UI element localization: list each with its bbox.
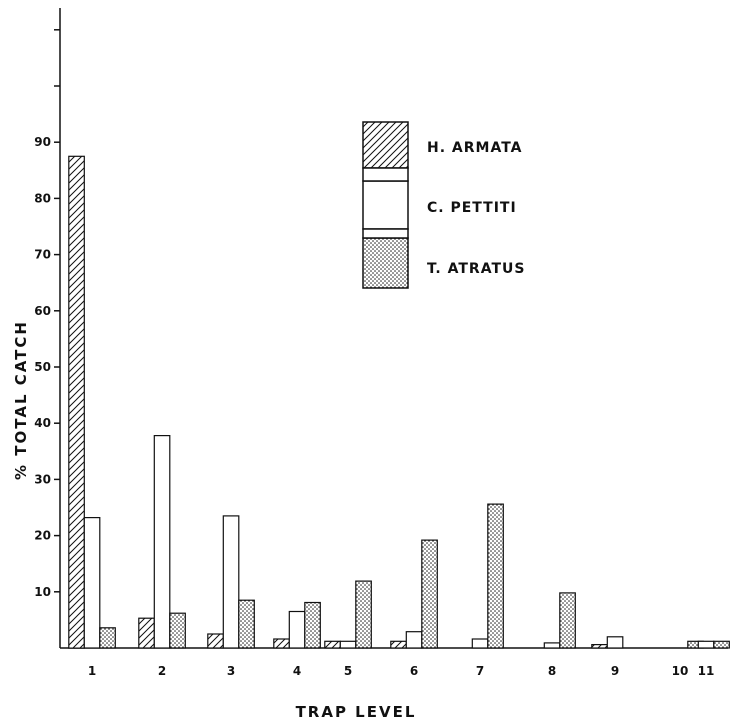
y-tick-label: 90 [34, 135, 51, 149]
bar-stippled-level-1 [99, 627, 116, 649]
x-tick-label: 7 [476, 664, 484, 678]
x-tick-label: 8 [548, 664, 556, 678]
bar-open-level-5 [339, 640, 357, 649]
bar-stippled-level-5 [355, 580, 372, 649]
x-axis-title: TRAP LEVEL [296, 703, 417, 721]
bar-hatched-level-5 [324, 640, 341, 649]
bar-stippled-level-2 [169, 612, 186, 649]
x-tick-label: 11 [698, 664, 715, 678]
y-tick-label: 60 [34, 304, 51, 318]
y-tick-label: 40 [34, 416, 51, 430]
legend-swatch-hatched [362, 121, 409, 169]
y-tick-label: 10 [34, 585, 51, 599]
x-tick-label: 2 [158, 664, 166, 678]
bar-open-level-9 [606, 636, 624, 649]
legend-swatch-open [362, 180, 409, 230]
bar-stippled-level-4 [304, 601, 321, 649]
legend-label: H. ARMATA [427, 140, 523, 156]
bar-hatched-level-1 [68, 155, 85, 649]
bar-stippled-level-8 [559, 592, 576, 649]
bars [68, 155, 730, 649]
y-tick-label: 70 [34, 248, 51, 262]
bar-stippled-level-6 [421, 539, 438, 649]
legend-label: T. ATRATUS [427, 261, 525, 277]
x-tick-label: 9 [611, 664, 619, 678]
bar-hatched-level-2 [138, 617, 155, 649]
bar-stippled-level-7 [487, 503, 504, 649]
bar-open-level-4 [288, 610, 306, 649]
bar-open-level-3 [222, 515, 240, 649]
bar-hatched-level-4 [273, 638, 290, 649]
x-tick-label: 10 [672, 664, 689, 678]
x-tick-label: 3 [227, 664, 235, 678]
x-tick-labels: 1 2 3 4 5 6 7 8 9 10 11 [88, 664, 715, 678]
bar-hatched-level-6 [390, 640, 407, 649]
bar-open-level-8 [543, 642, 561, 649]
y-tick-label: 30 [34, 472, 51, 486]
x-tick-label: 4 [293, 664, 301, 678]
y-tick-label: 80 [34, 191, 51, 205]
legend-label: C. PETTITI [427, 200, 517, 216]
bar-open-level-11 [697, 640, 715, 649]
bar-open-level-1 [83, 516, 101, 649]
x-tick-label: 1 [88, 664, 96, 678]
x-tick-label: 6 [410, 664, 418, 678]
y-tick-label: 20 [34, 529, 51, 543]
legend: H. ARMATA C. PETTITI T. ATRATUS [362, 121, 525, 289]
legend-connector [362, 228, 409, 239]
bar-open-level-6 [405, 631, 423, 649]
bar-open-level-7 [471, 638, 489, 649]
y-ticks: 10 20 30 40 50 60 70 80 90 [34, 29, 60, 599]
bar-stippled-level-11 [713, 640, 730, 649]
x-tick-label: 5 [344, 664, 352, 678]
bar-stippled-level-3 [238, 599, 255, 649]
y-tick-label: 50 [34, 360, 51, 374]
legend-connector [362, 167, 409, 182]
y-axis-title: % TOTAL CATCH [12, 320, 30, 480]
bar-open-level-2 [153, 435, 171, 649]
bar-hatched-level-9 [591, 643, 608, 649]
bar-hatched-level-3 [207, 633, 224, 649]
legend-swatch-stippled [362, 237, 409, 289]
